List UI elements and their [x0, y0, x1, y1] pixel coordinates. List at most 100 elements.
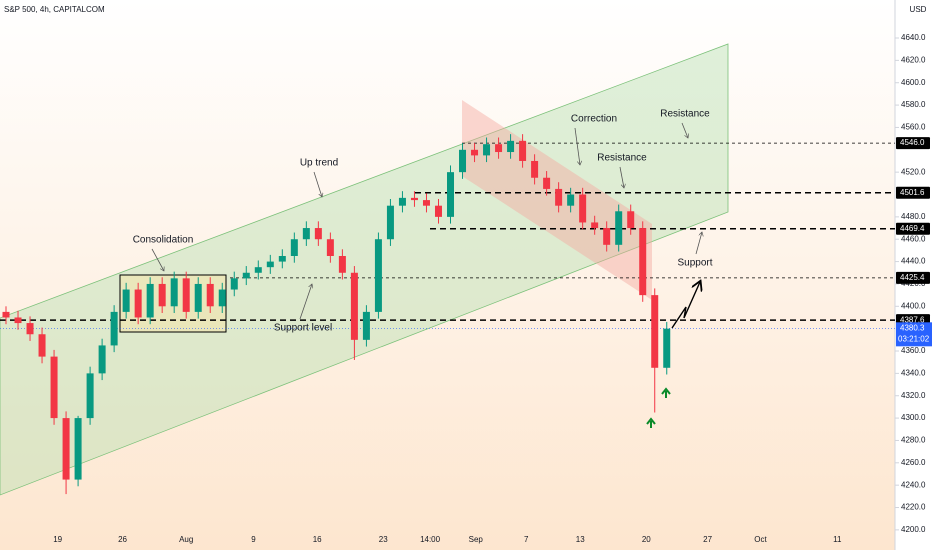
candle-body	[26, 323, 34, 335]
candle-body	[639, 228, 647, 296]
candle-body	[374, 239, 382, 312]
candle-body	[386, 205, 394, 240]
y-tick-label: 4320.0	[901, 391, 926, 400]
x-tick-label: Sep	[469, 535, 484, 544]
x-tick-label: 16	[313, 535, 322, 544]
x-tick-label: 7	[524, 535, 529, 544]
candle-body	[434, 205, 442, 217]
x-tick-label: Oct	[754, 535, 767, 544]
candle-body	[603, 228, 611, 245]
y-tick-label: 4220.0	[901, 503, 926, 512]
candle-body	[158, 283, 166, 307]
x-tick-label: 26	[118, 535, 127, 544]
candle-body	[531, 160, 539, 178]
y-tick-label: 4580.0	[901, 100, 926, 109]
candle-body	[110, 311, 118, 346]
x-tick-label: Aug	[179, 535, 193, 544]
candle-body	[615, 211, 623, 245]
candle-body	[519, 140, 527, 161]
y-tick-label: 4440.0	[901, 257, 926, 266]
candle-body	[567, 194, 575, 206]
x-tick-label: 20	[642, 535, 651, 544]
candle-body	[182, 278, 190, 312]
pointer	[619, 166, 624, 188]
candle-body	[459, 149, 467, 173]
candle-body	[74, 418, 82, 480]
x-tick-label: 19	[53, 535, 62, 544]
y-tick-label: 4460.0	[901, 234, 926, 243]
candle-body	[290, 239, 298, 256]
annotation: Consolidation	[133, 235, 194, 246]
candle-body	[507, 140, 515, 153]
annotation: Resistance	[660, 109, 710, 120]
level-label: 4425.4	[900, 273, 925, 282]
y-tick-label: 4260.0	[901, 458, 926, 467]
annotations: Consolidation Up trend Correction Resist…	[133, 109, 713, 428]
up-signal	[661, 387, 671, 398]
candle-body	[362, 311, 370, 340]
x-tick-label: 11	[833, 535, 842, 544]
candle-body	[483, 144, 491, 156]
candle-body	[230, 278, 238, 290]
countdown: 03:21:02	[898, 334, 930, 343]
y-tick-label: 4640.0	[901, 33, 926, 42]
x-tick-label: 23	[379, 535, 388, 544]
y-tick-label: 4400.0	[901, 301, 926, 310]
y-tick-label: 4340.0	[901, 368, 926, 377]
last-price-label: 4380.3	[900, 323, 925, 332]
candle-body	[579, 194, 587, 223]
level-label: 4546.0	[900, 138, 925, 147]
candle-body	[338, 255, 346, 273]
candle-body	[254, 267, 262, 273]
pointer	[313, 171, 322, 197]
y-tick-label: 4240.0	[901, 480, 926, 489]
candle-body	[495, 144, 503, 153]
candle-body	[663, 328, 671, 368]
y-tick-label: 4360.0	[901, 346, 926, 355]
candle-body	[627, 211, 635, 229]
x-tick-label: 27	[703, 535, 712, 544]
chart-title: S&P 500, 4h, CAPITALCOM	[4, 5, 105, 14]
up-signal	[646, 417, 656, 428]
y-tick-label: 4600.0	[901, 78, 926, 87]
candle-body	[194, 283, 202, 312]
annotation: Up trend	[300, 158, 338, 169]
candle-body	[134, 289, 142, 318]
candle-body	[122, 289, 130, 312]
pointer	[299, 284, 312, 320]
candle-body	[218, 289, 226, 307]
y-tick-label: 4520.0	[901, 167, 926, 176]
y-tick-label: 4620.0	[901, 55, 926, 64]
pointer	[151, 248, 164, 271]
pointer	[695, 232, 702, 255]
candle-body	[86, 373, 94, 419]
candle-body	[555, 188, 563, 206]
candle-body	[471, 149, 479, 156]
projection-arrow	[671, 282, 700, 329]
pointer	[681, 122, 688, 138]
candle-body	[278, 255, 286, 262]
candle-body	[302, 228, 310, 240]
candle-body	[422, 200, 430, 206]
candle-body	[591, 222, 599, 229]
level-tag	[896, 271, 930, 284]
candle-body	[2, 311, 10, 318]
x-tick-label: 14:00	[420, 535, 441, 544]
level-tag	[896, 137, 930, 150]
candle-body	[170, 278, 178, 307]
annotation: Support	[677, 258, 712, 269]
annotation: Resistance	[597, 153, 647, 164]
pointer	[574, 127, 580, 165]
candle-body	[266, 261, 274, 268]
level-tag	[896, 186, 930, 199]
level-tag	[896, 222, 930, 235]
y-tick-label: 4200.0	[901, 525, 926, 534]
candle-body	[651, 295, 659, 368]
up-channel	[0, 43, 729, 496]
candle-body	[398, 197, 406, 206]
candle-body	[206, 283, 214, 307]
level-label: 4469.4	[900, 224, 925, 233]
last-price-tag	[896, 322, 932, 347]
candle-body	[543, 177, 551, 189]
